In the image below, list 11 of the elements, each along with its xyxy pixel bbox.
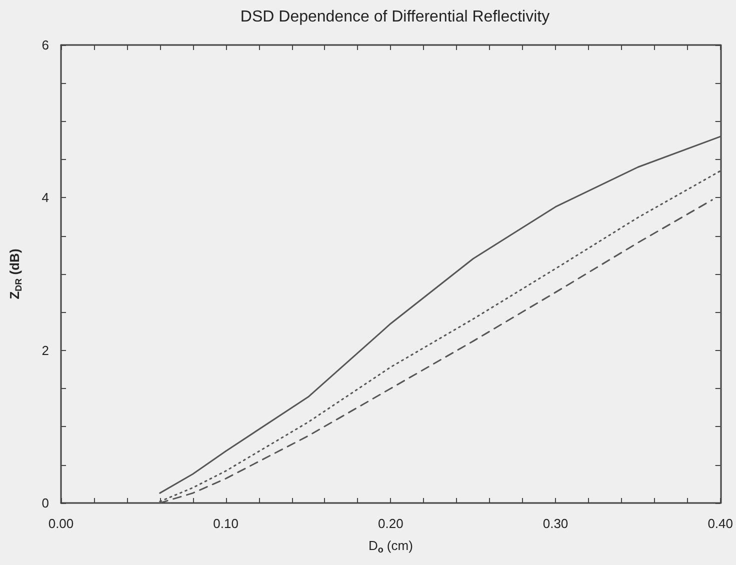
y-tick-label: 6 xyxy=(42,38,49,52)
chart-title: DSD Dependence of Differential Reflectivity xyxy=(240,8,550,26)
x-tick-label: 0.10 xyxy=(213,516,238,531)
x-tick-label: 0.40 xyxy=(708,516,734,531)
y-tick-label: 2 xyxy=(42,342,49,358)
y-axis-title: ZDR (dB) xyxy=(7,248,24,300)
x-tick-label: 0.00 xyxy=(48,516,74,531)
x-tick-label: 0.20 xyxy=(378,516,404,531)
x-tick-label: 0.30 xyxy=(542,516,568,531)
y-tick-label: 0 xyxy=(42,496,49,510)
y-tick-label: 4 xyxy=(42,190,49,206)
